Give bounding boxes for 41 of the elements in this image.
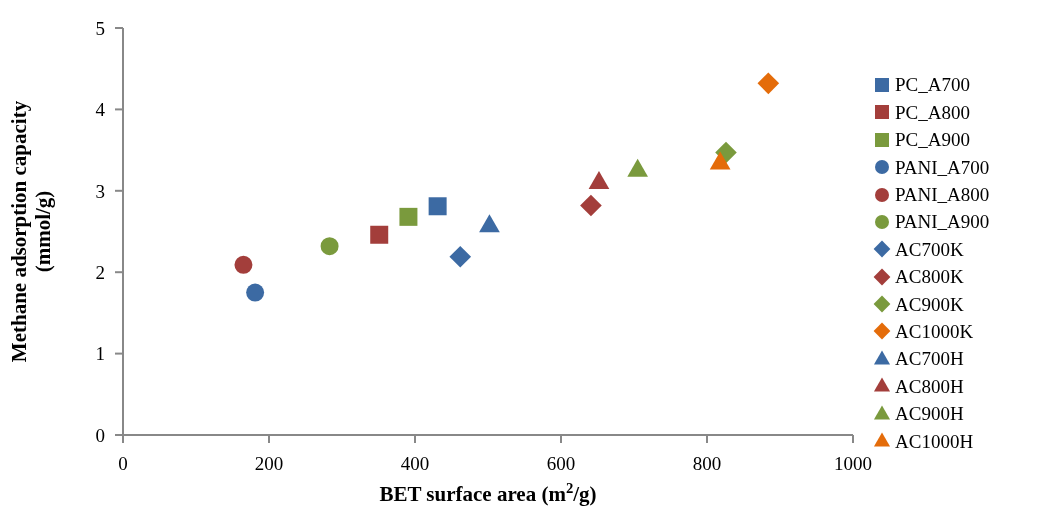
legend-label: PANI_A900 xyxy=(895,211,990,233)
legend-label: PANI_A800 xyxy=(895,184,990,206)
legend-label: AC800H xyxy=(895,375,964,397)
y-tick-label: 5 xyxy=(95,17,105,39)
x-tick-label: 400 xyxy=(400,453,430,475)
y-tick-label: 0 xyxy=(95,424,105,446)
point xyxy=(709,151,731,170)
point xyxy=(757,72,780,95)
point xyxy=(449,245,472,268)
legend-label: PC_A800 xyxy=(895,101,970,123)
x-tick-label: 1000 xyxy=(834,453,872,475)
legend-label: PC_A700 xyxy=(895,74,970,96)
x-tick-label: 800 xyxy=(692,453,722,475)
legend-label: AC800K xyxy=(895,266,964,288)
legend-label: AC900K xyxy=(895,293,964,315)
x-axis-title: BET surface area (m$^{2}$/g) xyxy=(379,480,597,506)
legend-label: PC_A900 xyxy=(895,129,970,151)
y-tick-label: 4 xyxy=(95,99,106,121)
legend-label: AC700K xyxy=(895,238,964,260)
y-axis-title: Methane adsorption capacity (mmol/g) xyxy=(7,100,55,363)
x-tick-label: 600 xyxy=(546,453,576,475)
point xyxy=(580,194,602,217)
point xyxy=(246,283,265,302)
point xyxy=(428,197,447,216)
point xyxy=(370,225,389,244)
x-tick-label: 0 xyxy=(118,453,128,475)
point xyxy=(320,237,339,256)
point xyxy=(479,214,500,233)
point xyxy=(399,207,418,226)
legend-label: AC1000H xyxy=(895,430,974,452)
y-tick-label: 3 xyxy=(95,180,105,202)
y-tick-label: 1 xyxy=(95,343,105,365)
point xyxy=(234,255,253,274)
legend-label: PANI_A700 xyxy=(895,156,990,178)
point xyxy=(588,171,610,190)
legend-label: AC700H xyxy=(895,348,964,370)
point xyxy=(627,158,648,177)
legend-label: AC900H xyxy=(895,403,964,425)
y-tick-label: 2 xyxy=(95,261,105,283)
legend-label: AC1000K xyxy=(895,320,974,342)
x-tick-label: 200 xyxy=(254,453,284,475)
